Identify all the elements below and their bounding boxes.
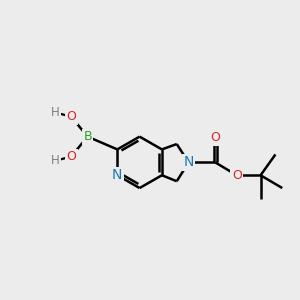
Text: H: H xyxy=(50,106,59,119)
Text: B: B xyxy=(83,130,92,143)
Text: O: O xyxy=(66,110,76,123)
Text: O: O xyxy=(232,169,242,182)
Text: O: O xyxy=(66,150,76,163)
Text: N: N xyxy=(184,155,194,170)
Text: O: O xyxy=(211,131,220,144)
Text: N: N xyxy=(112,168,122,182)
Text: H: H xyxy=(50,154,59,167)
